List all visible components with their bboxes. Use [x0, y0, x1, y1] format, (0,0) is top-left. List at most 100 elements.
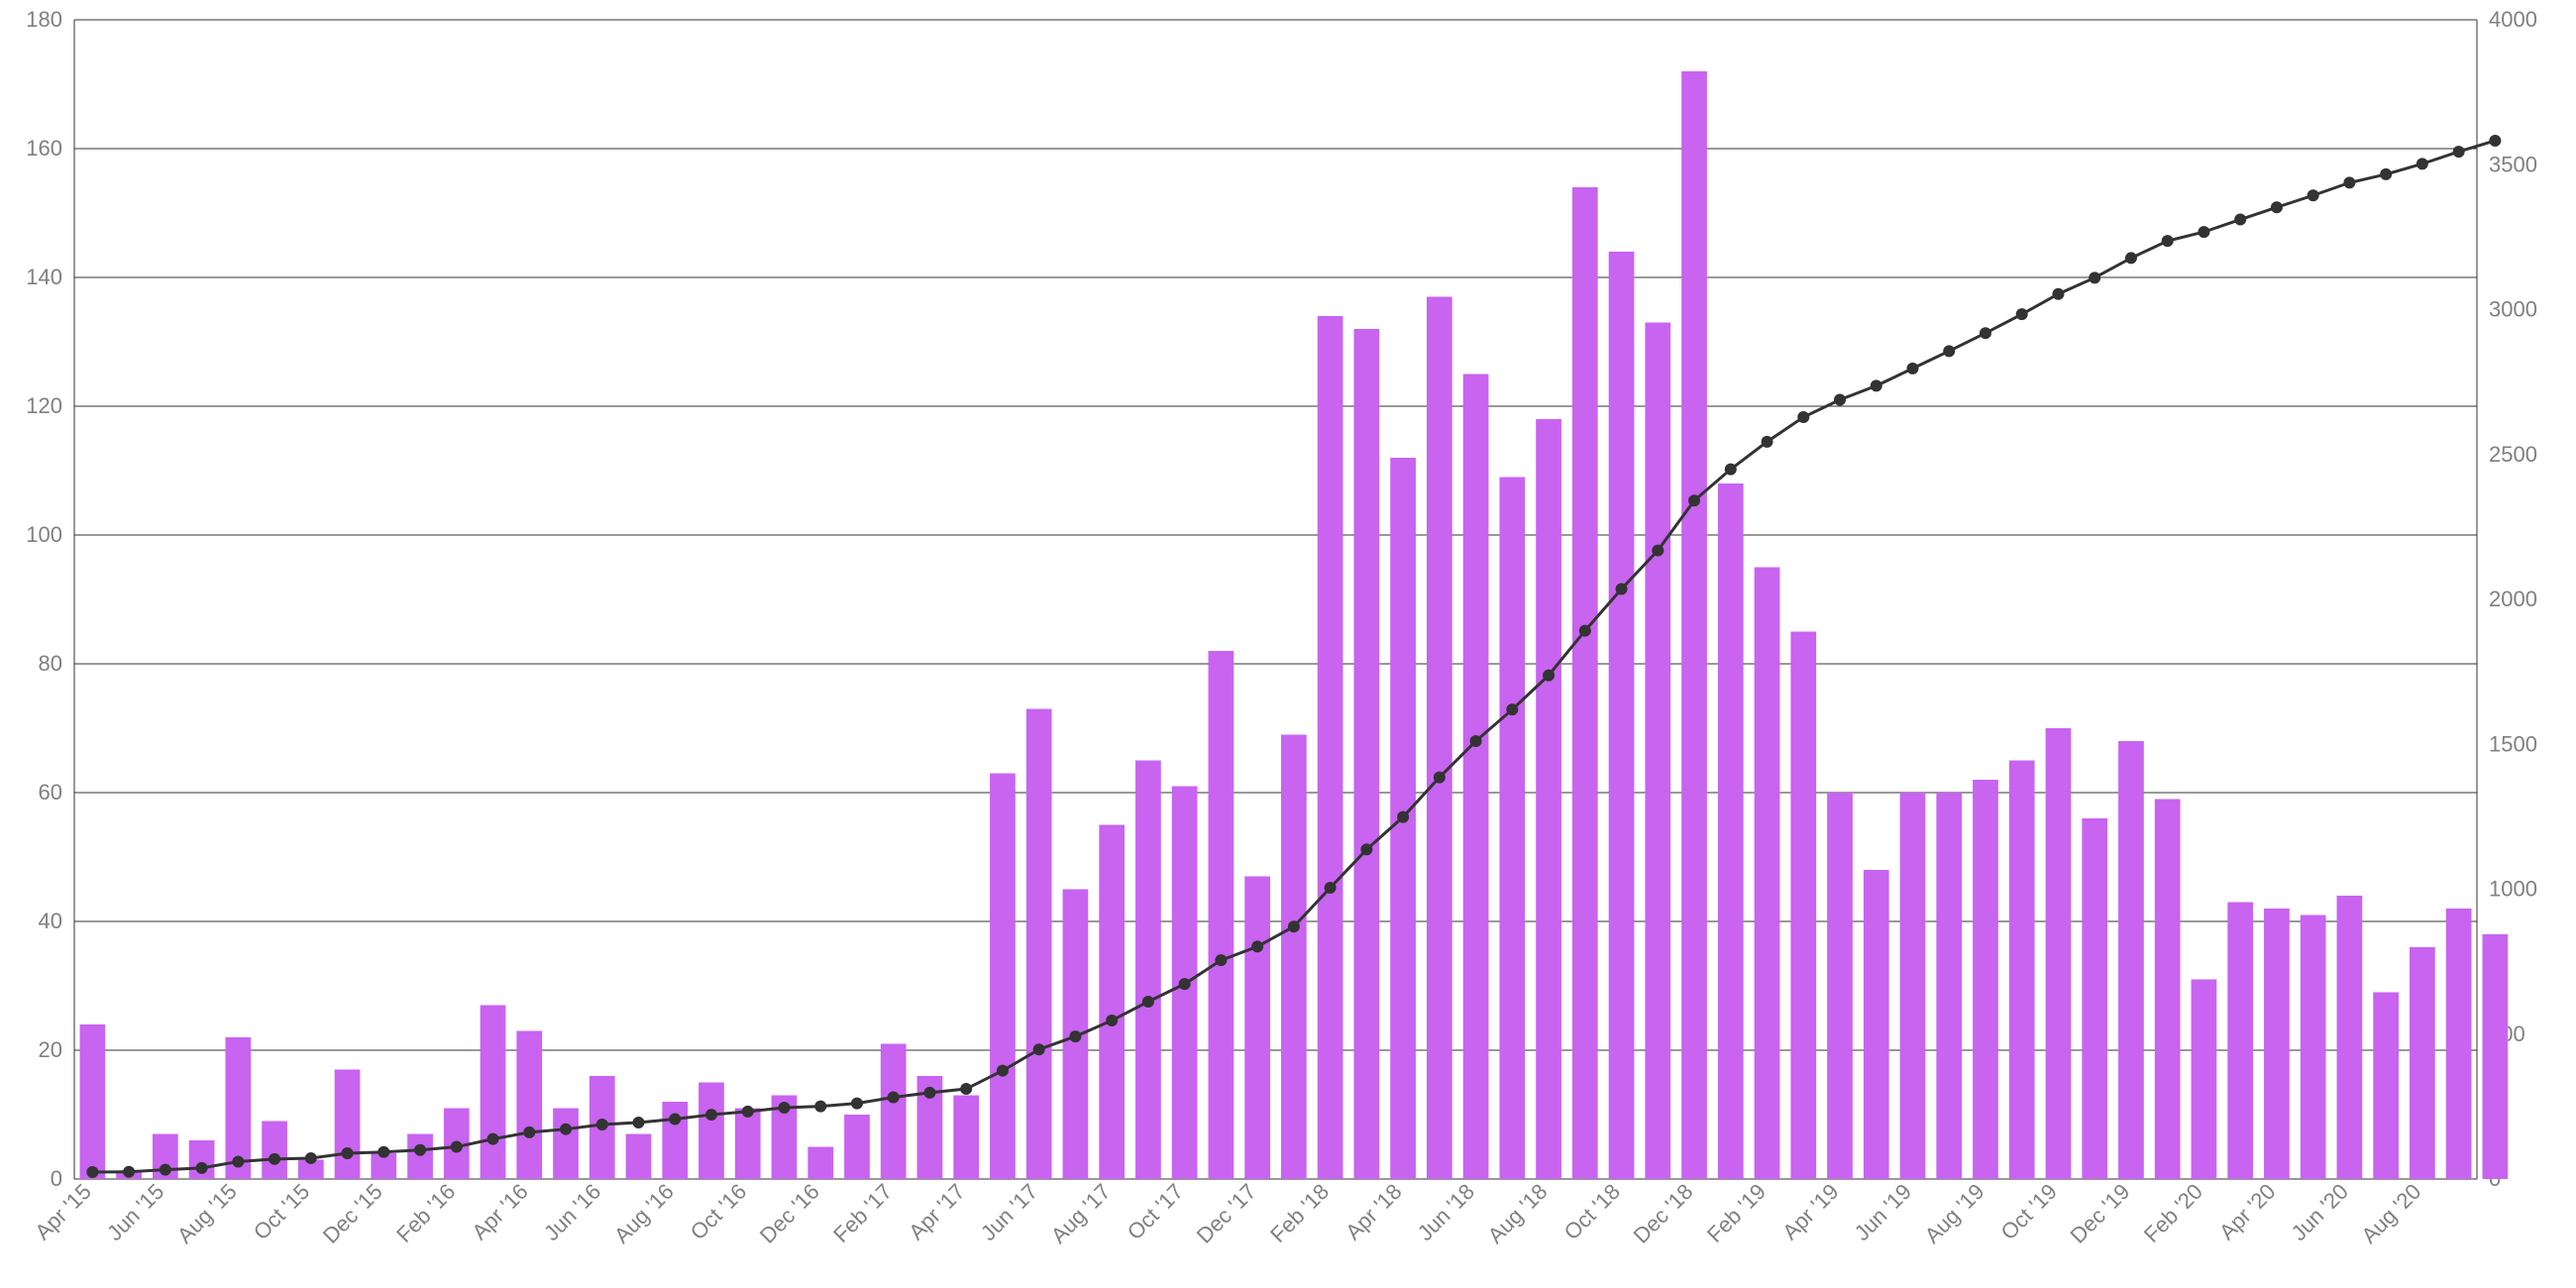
cumulative-point — [1543, 670, 1555, 682]
cumulative-point — [1652, 545, 1664, 557]
cumulative-point — [1871, 379, 1882, 391]
bar — [262, 1122, 287, 1180]
y-left-tick-label: 160 — [26, 136, 62, 161]
bar — [2446, 909, 2472, 1179]
bar — [1645, 323, 1670, 1180]
cumulative-point — [1506, 703, 1518, 715]
cumulative-point — [2052, 288, 2064, 300]
cumulative-point — [960, 1083, 972, 1095]
cumulative-point — [2016, 308, 2028, 320]
cumulative-point — [268, 1153, 280, 1165]
bar — [1463, 375, 1489, 1180]
y-left-tick-label: 0 — [51, 1166, 62, 1191]
bar — [481, 1006, 506, 1180]
cumulative-point — [2489, 135, 2501, 147]
cumulative-point — [1397, 811, 1409, 823]
cumulative-point — [1906, 363, 1918, 375]
y-left-tick-label: 60 — [39, 780, 62, 805]
cumulative-point — [705, 1109, 717, 1121]
cumulative-point — [1142, 996, 1154, 1008]
bar — [2046, 728, 2072, 1179]
cumulative-point — [160, 1164, 171, 1176]
bar — [2192, 980, 2217, 1180]
cumulative-point — [1688, 494, 1700, 506]
cumulative-point — [778, 1102, 790, 1114]
bar — [1099, 825, 1125, 1180]
bar — [1681, 71, 1707, 1179]
bar — [2301, 915, 2326, 1180]
bar — [735, 1109, 761, 1180]
dual-axis-chart: 0204060801001201401601800500100015002000… — [0, 0, 2576, 1288]
cumulative-point — [888, 1092, 900, 1104]
cumulative-point — [742, 1106, 754, 1118]
bar — [1936, 793, 1962, 1179]
bar — [553, 1109, 579, 1180]
y-left-tick-label: 40 — [39, 909, 62, 933]
cumulative-point — [1762, 436, 1773, 448]
cumulative-point — [633, 1117, 645, 1128]
cumulative-point — [1288, 920, 1300, 932]
cumulative-point — [1434, 772, 1446, 784]
bar — [881, 1044, 907, 1180]
y-right-tick-label: 1500 — [2489, 731, 2537, 756]
bar — [844, 1115, 870, 1179]
cumulative-point — [1797, 411, 1809, 423]
cumulative-point — [414, 1144, 426, 1156]
cumulative-point — [1980, 327, 1991, 339]
cumulative-point — [2234, 214, 2246, 226]
cumulative-point — [814, 1101, 826, 1113]
cumulative-point — [669, 1113, 681, 1125]
cumulative-point — [2308, 189, 2319, 201]
cumulative-point — [2271, 201, 2283, 213]
bar — [1281, 735, 1307, 1180]
cumulative-point — [2089, 271, 2100, 283]
bar — [516, 1031, 542, 1180]
bar — [1790, 632, 1816, 1180]
cumulative-point — [123, 1166, 135, 1178]
bar — [1209, 651, 1234, 1179]
cumulative-point — [2162, 235, 2174, 247]
cumulative-point — [2416, 158, 2428, 169]
y-right-tick-label: 3500 — [2489, 152, 2537, 176]
bar — [1864, 870, 1889, 1179]
bar — [698, 1083, 724, 1180]
bar — [2483, 934, 2509, 1179]
cumulative-point — [2453, 146, 2465, 158]
bar — [1572, 187, 1598, 1179]
cumulative-point — [377, 1146, 389, 1158]
bar — [807, 1147, 833, 1180]
bar — [1755, 568, 1780, 1180]
bar — [1827, 793, 1853, 1179]
bar — [1026, 709, 1052, 1180]
bar — [1244, 877, 1270, 1180]
bar — [1900, 793, 1926, 1179]
cumulative-point — [1943, 345, 1955, 357]
cumulative-point — [1106, 1015, 1118, 1026]
y-right-tick-label: 3000 — [2489, 297, 2537, 322]
cumulative-point — [86, 1166, 98, 1178]
bar — [990, 774, 1016, 1180]
cumulative-point — [1725, 464, 1737, 476]
cumulative-point — [851, 1098, 863, 1110]
bar — [80, 1024, 106, 1179]
bar — [2410, 947, 2435, 1179]
cumulative-point — [1033, 1043, 1045, 1055]
bar — [1718, 483, 1744, 1179]
y-left-tick-label: 140 — [26, 265, 62, 289]
cumulative-point — [560, 1124, 572, 1135]
bar — [626, 1134, 652, 1180]
cumulative-point — [1616, 583, 1628, 594]
bar — [2009, 761, 2035, 1180]
cumulative-point — [2198, 226, 2209, 238]
cumulative-point — [342, 1147, 354, 1159]
y-left-tick-label: 180 — [26, 7, 62, 32]
cumulative-point — [451, 1141, 463, 1153]
cumulative-point — [1069, 1030, 1081, 1042]
cumulative-point — [997, 1065, 1009, 1077]
y-left-tick-label: 20 — [39, 1037, 62, 1062]
y-left-tick-label: 80 — [39, 651, 62, 676]
cumulative-point — [2125, 252, 2137, 264]
cumulative-point — [1834, 393, 1846, 405]
bar — [335, 1070, 361, 1180]
y-right-tick-label: 4000 — [2489, 7, 2537, 32]
